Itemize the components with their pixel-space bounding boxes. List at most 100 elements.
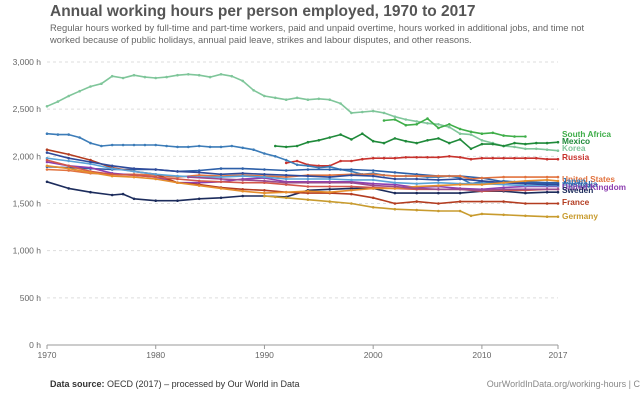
data-point[interactable] [154,76,157,80]
data-point[interactable] [437,188,440,191]
data-point[interactable] [197,197,201,201]
series-line[interactable] [188,176,558,192]
data-point[interactable] [241,194,244,198]
data-point[interactable] [513,156,516,160]
data-point[interactable] [328,200,332,203]
data-point[interactable] [458,138,462,141]
data-point[interactable] [350,181,353,184]
data-point[interactable] [415,123,419,126]
data-point[interactable] [437,202,440,205]
data-point[interactable] [437,123,440,126]
data-point[interactable] [556,202,560,205]
data-point[interactable] [513,145,516,149]
data-point[interactable] [458,200,462,203]
series-label-france[interactable]: France [562,197,590,207]
data-point[interactable] [502,213,505,217]
data-point[interactable] [78,89,81,93]
data-point[interactable] [67,167,70,170]
data-point[interactable] [328,136,332,139]
data-point[interactable] [404,123,408,127]
data-point[interactable] [458,127,462,131]
data-point[interactable] [382,141,386,145]
source-url-link[interactable]: OurWorldInData.org/working-hours | C [486,379,640,389]
data-point[interactable] [480,176,484,180]
data-point[interactable] [491,131,495,135]
data-point[interactable] [371,182,375,185]
data-point[interactable] [284,145,288,149]
data-point[interactable] [274,96,277,100]
data-point[interactable] [393,156,397,160]
data-point[interactable] [56,133,60,136]
data-point[interactable] [154,175,157,179]
data-point[interactable] [263,194,266,198]
data-point[interactable] [143,143,147,147]
data-point[interactable] [89,158,92,162]
data-point[interactable] [219,145,223,149]
data-point[interactable] [371,109,375,113]
data-point[interactable] [328,181,332,184]
data-point[interactable] [415,200,419,203]
data-point[interactable] [339,159,342,163]
data-point[interactable] [154,168,157,171]
data-point[interactable] [524,191,527,195]
data-point[interactable] [480,142,484,146]
data-point[interactable] [480,132,484,135]
data-point[interactable] [339,133,342,136]
data-point[interactable] [78,136,81,139]
data-point[interactable] [263,152,266,155]
data-point[interactable] [437,184,440,187]
data-point[interactable] [502,186,505,189]
data-point[interactable] [545,183,549,186]
data-point[interactable] [393,171,397,174]
data-point[interactable] [371,178,375,182]
data-point[interactable] [67,156,70,160]
data-point[interactable] [284,161,288,165]
data-point[interactable] [556,188,560,191]
data-point[interactable] [480,189,484,192]
data-point[interactable] [284,175,288,179]
data-point[interactable] [89,141,92,145]
data-point[interactable] [415,120,419,123]
data-point[interactable] [545,141,549,145]
data-point[interactable] [197,171,201,174]
data-point[interactable] [284,181,288,184]
data-point[interactable] [350,173,353,177]
series-line-russia[interactable] [286,155,558,167]
data-point[interactable] [165,144,168,148]
data-point[interactable] [350,185,353,188]
data-point[interactable] [176,177,179,181]
data-point[interactable] [306,164,310,168]
data-point[interactable] [241,189,244,193]
data-point[interactable] [556,190,560,194]
data-point[interactable] [176,145,179,149]
data-point[interactable] [67,159,70,163]
data-point[interactable] [132,73,136,77]
data-point[interactable] [480,200,484,203]
data-point[interactable] [524,182,527,185]
data-point[interactable] [545,181,549,184]
data-point[interactable] [545,148,549,151]
data-point[interactable] [393,174,397,178]
data-point[interactable] [393,137,397,140]
data-point[interactable] [556,149,560,152]
data-point[interactable] [524,214,527,218]
data-point[interactable] [556,140,560,144]
data-point[interactable] [371,184,375,187]
data-point[interactable] [252,148,255,151]
data-point[interactable] [110,193,114,197]
data-point[interactable] [219,177,223,181]
data-point[interactable] [350,192,353,196]
data-point[interactable] [132,170,136,173]
data-point[interactable] [458,191,462,195]
data-point[interactable] [371,187,375,190]
data-point[interactable] [458,174,462,178]
series-label-united-states[interactable]: United States [562,174,615,184]
data-point[interactable] [219,175,223,179]
data-point[interactable] [524,179,527,183]
data-point[interactable] [274,155,277,158]
data-point[interactable] [219,180,223,184]
data-point[interactable] [176,73,179,77]
data-point[interactable] [274,195,277,199]
data-point[interactable] [382,111,386,115]
data-point[interactable] [382,119,386,122]
